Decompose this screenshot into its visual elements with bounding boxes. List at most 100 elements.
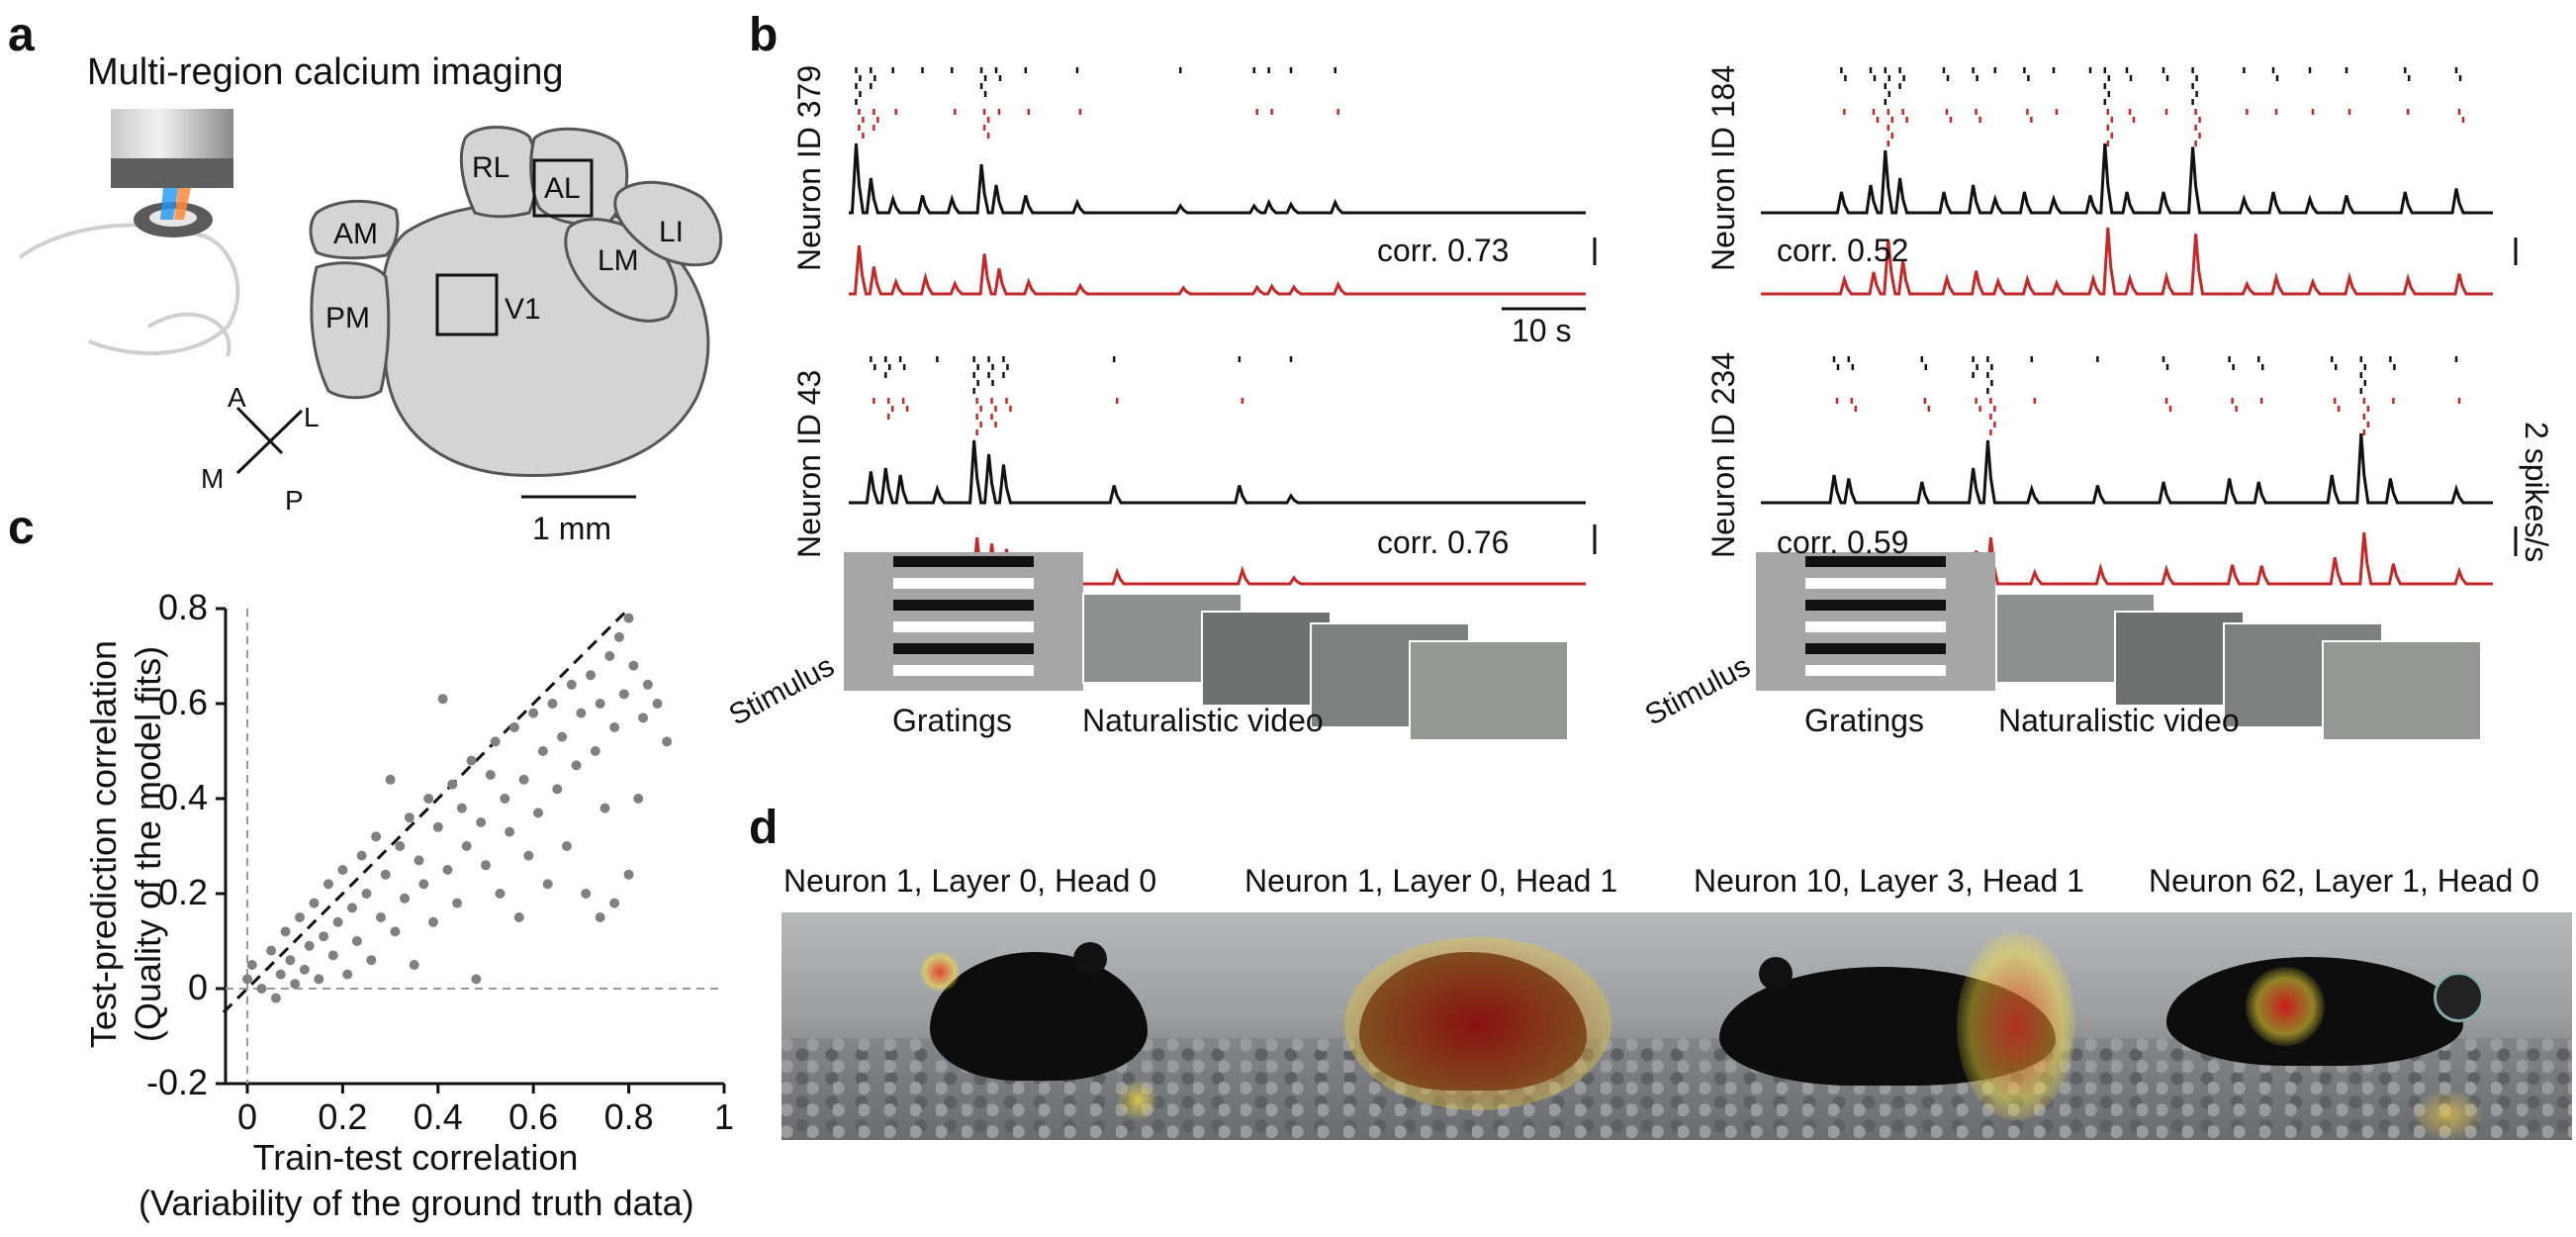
scatter-point <box>290 979 301 990</box>
region-label-am: AM <box>333 218 378 250</box>
time-scale-label: 10 s <box>1512 313 1572 348</box>
scatter-point <box>242 974 252 985</box>
grating-stripe <box>1805 578 1946 589</box>
neuron-id-379: Neuron ID 379 <box>791 64 827 271</box>
scatter-point <box>400 893 411 904</box>
region-label-li: LI <box>659 216 685 248</box>
region-am <box>309 199 400 260</box>
rate-scalebar <box>1593 238 2518 556</box>
panel-label-d: d <box>749 802 779 854</box>
attention-title-2: Neuron 1, Layer 0, Head 1 <box>1244 863 1618 899</box>
scatter-point <box>327 950 338 961</box>
scatter-point <box>461 841 472 851</box>
scatter-point <box>246 960 257 970</box>
neuron-id-184: Neuron ID 184 <box>1705 64 1741 271</box>
scatter-point <box>481 860 491 871</box>
scatter-point <box>371 831 382 842</box>
rate-scale-label: 2 spikes/s <box>2519 422 2554 563</box>
scatter-point <box>595 699 605 709</box>
scatter-point <box>662 736 673 747</box>
x-tick-label: 0.4 <box>413 1096 463 1137</box>
y-tick-label: 0.8 <box>157 587 208 627</box>
panel-a-title: Multi-region calcium imaging <box>87 51 564 93</box>
scatter-point <box>309 898 320 908</box>
scatter-point <box>395 841 406 851</box>
scatter-point <box>623 869 634 880</box>
scatter-point <box>427 916 438 927</box>
scatter-point <box>566 679 577 690</box>
scatter-point <box>404 812 414 823</box>
neuron-trace-panels <box>849 67 2493 586</box>
scatter-point <box>361 889 372 899</box>
scatter-point <box>613 631 624 642</box>
scatter-point <box>528 708 539 718</box>
region-label-al: AL <box>544 172 581 205</box>
scatter-point <box>375 912 386 922</box>
region-li <box>613 180 723 267</box>
region-label-lm: LM <box>598 244 639 277</box>
scatter-point <box>466 755 477 766</box>
scatter-point <box>280 926 291 937</box>
video-label-right: Naturalistic video <box>1998 703 2240 738</box>
scatter-point <box>456 803 467 813</box>
attention-map-2 <box>1241 912 1735 1140</box>
cortex-map <box>309 126 723 477</box>
grating-stripe <box>893 556 1034 567</box>
x-tick-label: 0.8 <box>603 1096 654 1137</box>
scatter-point <box>618 689 629 700</box>
scatter-point <box>599 803 610 813</box>
grating-stripe <box>1805 556 1946 567</box>
scatter-point <box>342 969 353 980</box>
attention-map-3 <box>1700 912 2204 1140</box>
scatter-point <box>437 694 448 705</box>
neuron-id-43: Neuron ID 43 <box>791 369 827 558</box>
grating-stripe <box>1805 665 1946 676</box>
scatter-point <box>571 760 582 771</box>
scatter-point <box>623 613 634 623</box>
compass-l: L <box>304 402 320 432</box>
identity-line <box>222 607 630 1014</box>
prediction-trace <box>849 244 1586 296</box>
region-label-v1: V1 <box>505 293 541 326</box>
region-pm <box>310 261 391 400</box>
scatter-point <box>270 993 281 1003</box>
scatter-point <box>518 774 529 785</box>
grating-stripe <box>1805 643 1946 654</box>
scatter-point <box>380 869 391 880</box>
attention-title-4: Neuron 62, Layer 1, Head 0 <box>2149 863 2539 899</box>
neuron-id-234: Neuron ID 234 <box>1705 351 1741 558</box>
scatter-point <box>581 889 592 899</box>
scatter-point <box>452 898 463 908</box>
scatter-point <box>447 779 458 790</box>
y-tick-label: 0.2 <box>157 872 208 912</box>
scatter-point <box>476 817 487 827</box>
ground-truth-trace <box>1761 143 2493 215</box>
mm-scale-label: 1 mm <box>532 511 611 546</box>
panel-label-a: a <box>8 9 35 61</box>
scatter-point <box>508 722 519 732</box>
attention-title-3: Neuron 10, Layer 3, Head 1 <box>1694 863 2084 899</box>
scatter-point <box>609 898 620 908</box>
attention-map-4 <box>2157 912 2572 1140</box>
scatter-point <box>552 784 563 795</box>
scatter-point <box>366 955 377 966</box>
scatter-point <box>414 855 424 866</box>
attention-map-1 <box>782 912 1286 1140</box>
corr-234: corr. 0.59 <box>1777 524 1909 560</box>
scatter-point <box>423 794 434 804</box>
scatter-point <box>304 940 315 951</box>
y-tick-label: 0.4 <box>157 777 208 817</box>
scatter-point <box>256 984 267 994</box>
scatter-point <box>561 841 572 851</box>
scatter-point <box>442 865 453 875</box>
panel-label-b: b <box>749 9 779 61</box>
scatter-point <box>523 850 534 861</box>
scatter-point <box>295 912 306 922</box>
scatter-point <box>604 651 615 661</box>
scatter-point <box>299 964 310 975</box>
y-tick-label: 0 <box>187 967 208 1007</box>
gratings-label-right: Gratings <box>1804 703 1924 738</box>
scatter-point <box>609 722 620 732</box>
scatter-point <box>351 936 362 946</box>
